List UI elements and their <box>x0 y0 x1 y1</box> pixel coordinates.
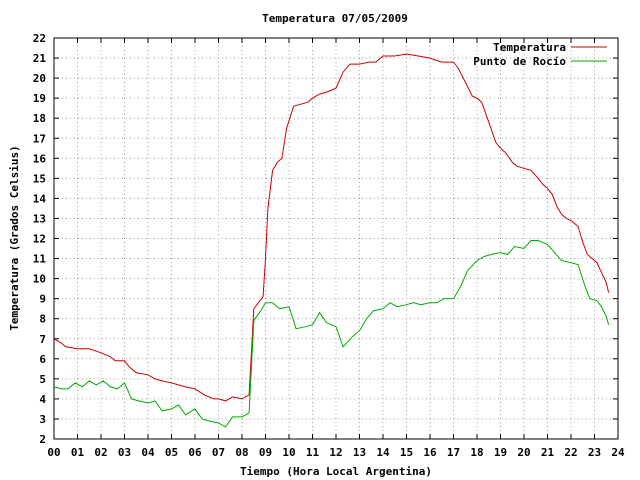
y-tick-label: 20 <box>33 72 46 85</box>
legend-label-punto-de-rocio: Punto de Rocío <box>473 55 566 68</box>
x-axis-tick-labels: 00 01 02 03 04 05 06 07 08 09 10 11 12 13 14 15 16 17 18 19… <box>47 446 625 459</box>
x-tick-label: 21 <box>541 446 555 459</box>
chart-title: Temperatura 07/05/2009 <box>262 12 408 25</box>
y-tick-label: 6 <box>39 353 46 366</box>
x-tick-label: 19 <box>494 446 507 459</box>
x-tick-label: 14 <box>376 446 390 459</box>
x-tick-label: 02 <box>94 446 107 459</box>
x-tick-label: 08 <box>235 446 248 459</box>
x-tick-label: 07 <box>212 446 225 459</box>
x-tick-label: 01 <box>71 446 85 459</box>
y-tick-label: 2 <box>39 433 46 446</box>
x-tick-label: 17 <box>447 446 460 459</box>
x-tick-label: 11 <box>306 446 320 459</box>
legend-label-temperatura: Temperatura <box>493 41 566 54</box>
legend: Temperatura Punto de Rocío <box>473 41 607 68</box>
y-tick-label: 16 <box>33 152 47 165</box>
y-tick-label: 22 <box>33 32 46 45</box>
x-tick-label: 23 <box>588 446 601 459</box>
x-tick-label: 04 <box>141 446 155 459</box>
x-tick-label: 24 <box>611 446 625 459</box>
y-tick-label: 12 <box>33 233 46 246</box>
y-tick-label: 19 <box>33 92 46 105</box>
y-tick-label: 11 <box>33 253 47 266</box>
x-tick-label: 09 <box>259 446 272 459</box>
x-tick-label: 22 <box>564 446 577 459</box>
x-axis-label: Tiempo (Hora Local Argentina) <box>240 465 432 478</box>
y-tick-label: 8 <box>39 313 46 326</box>
y-axis-label: Temperatura (Grados Celsius) <box>8 145 21 330</box>
grid <box>54 38 618 439</box>
x-tick-label: 13 <box>353 446 366 459</box>
x-tick-label: 16 <box>423 446 437 459</box>
x-tick-label: 15 <box>400 446 413 459</box>
series-line-punto-de-rocio <box>53 240 610 428</box>
y-tick-label: 7 <box>39 333 46 346</box>
y-tick-label: 21 <box>33 52 47 65</box>
y-tick-label: 9 <box>39 293 46 306</box>
x-tick-label: 03 <box>118 446 131 459</box>
y-tick-label: 18 <box>33 112 46 125</box>
y-axis-tick-labels: 2 3 4 5 6 7 8 9 10 11 12 13 14 15 16 17 18 19 20 21 22 <box>33 32 47 446</box>
y-tick-label: 14 <box>33 192 47 205</box>
x-tick-label: 00 <box>47 446 60 459</box>
y-tick-label: 10 <box>33 273 46 286</box>
y-tick-label: 15 <box>33 172 46 185</box>
y-tick-label: 4 <box>39 393 46 406</box>
x-tick-label: 10 <box>282 446 295 459</box>
x-tick-label: 20 <box>517 446 530 459</box>
y-tick-label: 5 <box>39 373 46 386</box>
x-tick-label: 06 <box>188 446 202 459</box>
y-tick-label: 17 <box>33 132 46 145</box>
series-lines <box>53 53 610 428</box>
x-tick-label: 05 <box>165 446 178 459</box>
x-tick-label: 18 <box>470 446 483 459</box>
series-line-temperatura <box>53 53 610 402</box>
y-tick-label: 3 <box>39 413 46 426</box>
axis-ticks <box>53 37 619 440</box>
y-tick-label: 13 <box>33 212 46 225</box>
x-tick-label: 12 <box>329 446 342 459</box>
